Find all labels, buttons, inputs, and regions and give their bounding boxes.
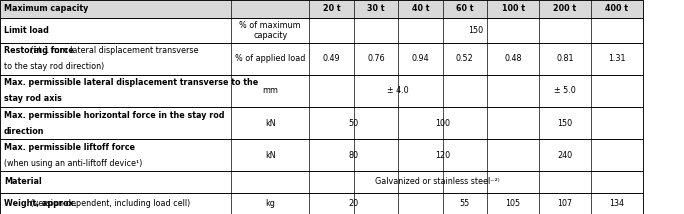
Bar [0, 0, 643, 18]
Text: 60 t: 60 t [456, 4, 473, 13]
Text: ± 4.0: ± 4.0 [387, 86, 409, 95]
Text: 105: 105 [505, 199, 521, 208]
Text: 0.76: 0.76 [367, 54, 384, 63]
Text: 200 t: 200 t [553, 4, 577, 13]
Text: 0.52: 0.52 [456, 54, 473, 63]
Bar [0, 18, 643, 43]
Bar [0, 139, 643, 171]
Text: 100 t: 100 t [501, 4, 525, 13]
Bar [0, 193, 643, 214]
Bar [0, 171, 643, 193]
Text: 20: 20 [349, 199, 358, 208]
Bar [0, 75, 643, 107]
Text: Max. permissible horizontal force in the stay rod: Max. permissible horizontal force in the… [4, 110, 224, 120]
Bar [0, 43, 643, 75]
Text: 107: 107 [557, 199, 573, 208]
Text: (version-dependent, including load cell): (version-dependent, including load cell) [28, 199, 190, 208]
Text: Restoring force: Restoring force [4, 46, 74, 55]
Bar [0, 139, 643, 171]
Text: Galvanized or stainless steel⁻²⁾: Galvanized or stainless steel⁻²⁾ [375, 177, 499, 186]
Text: Maximum capacity: Maximum capacity [4, 4, 88, 13]
Text: % of maximum
capacity: % of maximum capacity [239, 21, 301, 40]
Text: Max. permissible lateral displacement transverse to the: Max. permissible lateral displacement tr… [4, 78, 259, 88]
Bar [0, 0, 643, 18]
Text: 0.81: 0.81 [556, 54, 574, 63]
Text: kN: kN [265, 151, 276, 160]
Text: 30 t: 30 t [367, 4, 384, 13]
Text: 40 t: 40 t [412, 4, 429, 13]
Text: mm: mm [262, 86, 278, 95]
Text: 55: 55 [460, 199, 470, 208]
Bar [0, 75, 643, 107]
Bar [0, 43, 643, 75]
Text: Max. permissible liftoff force: Max. permissible liftoff force [4, 143, 135, 152]
Bar [0, 18, 643, 43]
Bar [0, 171, 643, 193]
Text: 0.49: 0.49 [323, 54, 340, 63]
Text: % of applied load: % of applied load [235, 54, 305, 63]
Text: 1.31: 1.31 [608, 54, 626, 63]
Bar [0, 193, 643, 214]
Text: 80: 80 [349, 151, 358, 160]
Text: (at 1 mm lateral displacement transverse: (at 1 mm lateral displacement transverse [28, 46, 198, 55]
Text: Limit load: Limit load [4, 26, 49, 35]
Text: Weight, approx.: Weight, approx. [4, 199, 77, 208]
Text: 134: 134 [609, 199, 624, 208]
Text: stay rod axis: stay rod axis [4, 94, 62, 104]
Text: Material: Material [4, 177, 42, 186]
Text: 150: 150 [557, 119, 573, 128]
Text: 400 t: 400 t [605, 4, 629, 13]
Text: 100: 100 [435, 119, 450, 128]
Text: (when using an anti-liftoff device¹): (when using an anti-liftoff device¹) [4, 159, 142, 168]
Text: 0.94: 0.94 [412, 54, 429, 63]
Bar [0, 107, 643, 139]
Text: 150: 150 [469, 26, 484, 35]
Text: 240: 240 [557, 151, 573, 160]
Text: 50: 50 [349, 119, 358, 128]
Text: direction: direction [4, 126, 44, 136]
Text: kg: kg [265, 199, 275, 208]
Text: 20 t: 20 t [323, 4, 340, 13]
Text: 0.48: 0.48 [504, 54, 522, 63]
Text: kN: kN [265, 119, 276, 128]
Text: 120: 120 [435, 151, 450, 160]
Text: to the stay rod direction): to the stay rod direction) [4, 62, 105, 71]
Text: ± 5.0: ± 5.0 [554, 86, 576, 95]
Bar [0, 107, 643, 139]
